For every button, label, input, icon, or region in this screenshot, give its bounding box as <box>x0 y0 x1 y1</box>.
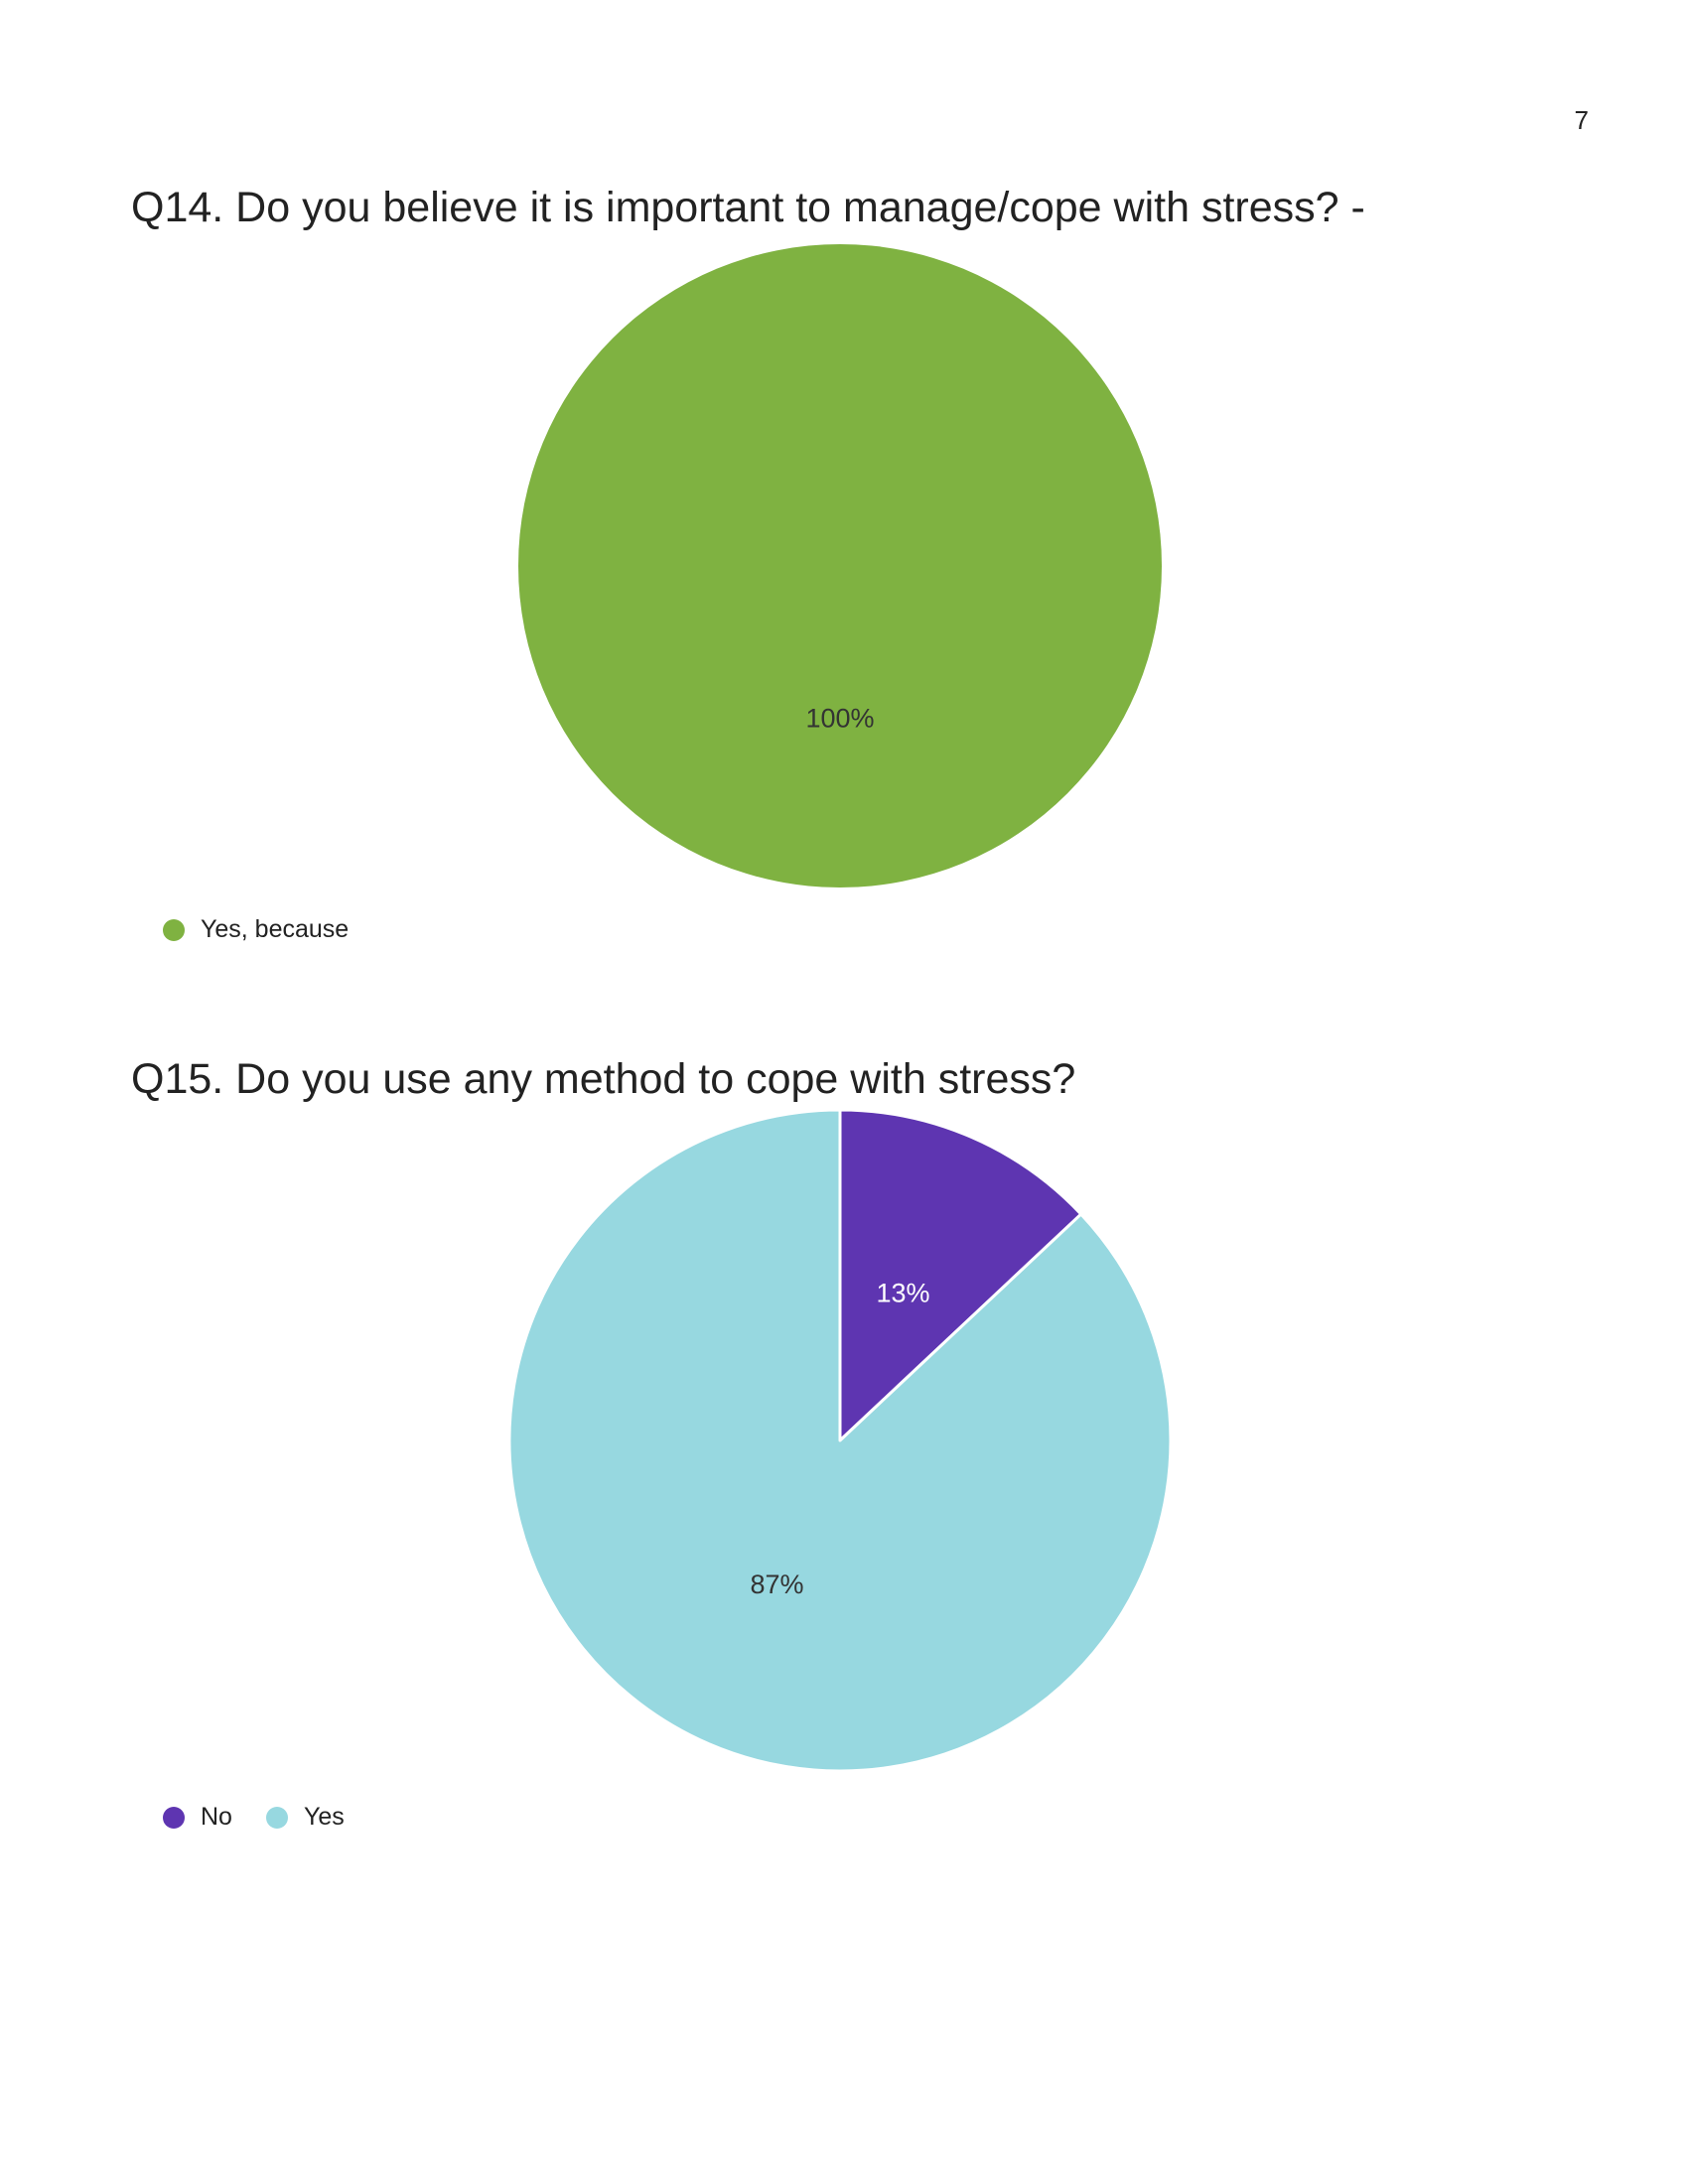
q15-pie-chart: 13% 87% <box>507 1108 1173 1773</box>
page-number: 7 <box>1574 105 1589 135</box>
q15-legend-label-yes: Yes <box>303 1803 345 1831</box>
q14-legend: Yes, because <box>163 915 349 944</box>
q15-legend-item-no: No <box>163 1803 232 1832</box>
legend-dot-icon <box>163 918 185 941</box>
q15-label-yes: 87% <box>750 1570 803 1599</box>
q14-title: Q14. Do you believe it is important to m… <box>131 184 1365 231</box>
q15-label-no: 13% <box>876 1278 929 1307</box>
q15-legend-label-no: No <box>201 1803 232 1831</box>
q15-title: Q15. Do you use any method to cope with … <box>131 1055 1076 1103</box>
q15-legend: No Yes <box>163 1803 345 1832</box>
q15-slice-yes <box>507 1108 1173 1773</box>
legend-dot-icon <box>163 1806 185 1829</box>
q15-legend-item-yes: Yes <box>265 1803 345 1832</box>
q14-pie-chart: 100% <box>518 244 1162 887</box>
q15-slice-no <box>838 1108 1083 1442</box>
q14-legend-label-yes-because: Yes, because <box>201 915 350 943</box>
q14-slice-yes-because <box>518 244 1162 887</box>
legend-dot-icon <box>265 1806 288 1829</box>
q14-label-yes-because: 100% <box>805 704 874 734</box>
q14-legend-item-yes-because: Yes, because <box>163 915 349 944</box>
